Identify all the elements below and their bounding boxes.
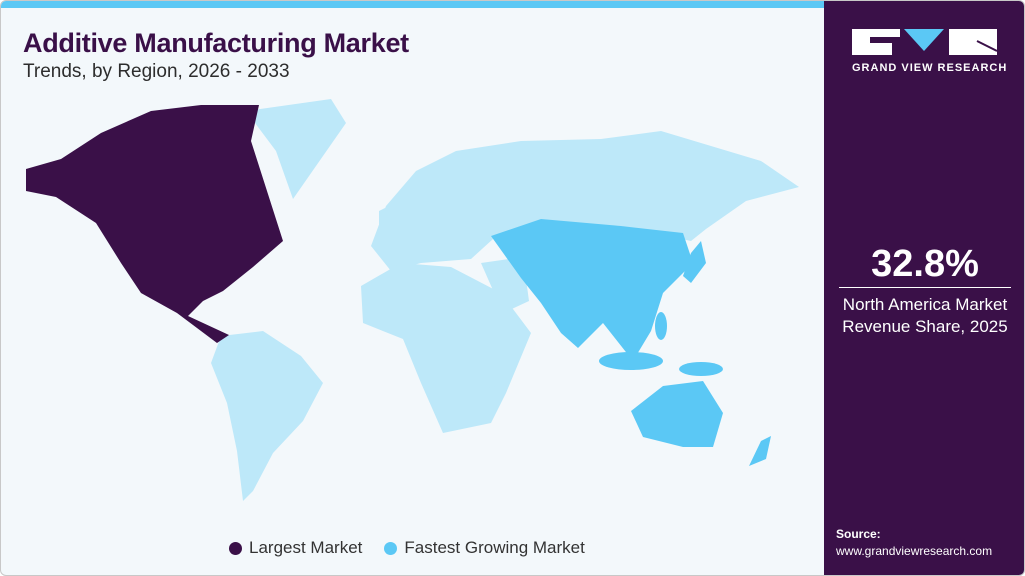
stat-panel: GRAND VIEW RESEARCH 32.8% North America … xyxy=(824,1,1024,575)
new-zealand xyxy=(749,436,771,466)
south-america xyxy=(211,331,323,501)
fastest-growing-region xyxy=(491,219,771,466)
legend-dot-fastest xyxy=(384,541,398,555)
indonesia xyxy=(599,352,663,370)
source-url[interactable]: www.grandviewresearch.com xyxy=(836,544,993,558)
stat-label: North America Market Revenue Share, 2025 xyxy=(824,294,1024,338)
new-guinea xyxy=(679,362,723,376)
page-title: Additive Manufacturing Market xyxy=(23,28,409,58)
other-regions xyxy=(211,99,799,501)
world-map xyxy=(26,99,799,501)
philippines xyxy=(655,312,667,340)
stat-label-line1: North America Market xyxy=(842,295,1008,314)
asia xyxy=(491,219,693,361)
source-label: Source: xyxy=(836,527,881,541)
legend-label-largest: Largest Market xyxy=(249,538,363,557)
greenland xyxy=(246,99,346,199)
stat-value: 32.8% xyxy=(871,243,979,285)
map-legend: Largest Market Fastest Growing Market xyxy=(229,538,585,558)
australia xyxy=(631,381,723,447)
legend-label-fastest: Fastest Growing Market xyxy=(404,538,585,557)
europe-russia xyxy=(371,131,799,271)
page-subtitle: Trends, by Region, 2026 - 2033 xyxy=(23,61,290,82)
accent-bar xyxy=(1,1,824,8)
stat-divider xyxy=(839,287,1011,288)
north-america xyxy=(26,105,283,343)
largest-market-region xyxy=(26,105,283,343)
madagascar xyxy=(483,386,496,411)
japan xyxy=(683,241,706,283)
brand-name: GRAND VIEW RESEARCH xyxy=(852,62,1008,74)
stat-label-line2: Revenue Share, 2025 xyxy=(842,317,1008,336)
gvr-logo xyxy=(852,29,997,55)
legend-dot-largest xyxy=(229,541,242,555)
uk xyxy=(379,206,391,229)
